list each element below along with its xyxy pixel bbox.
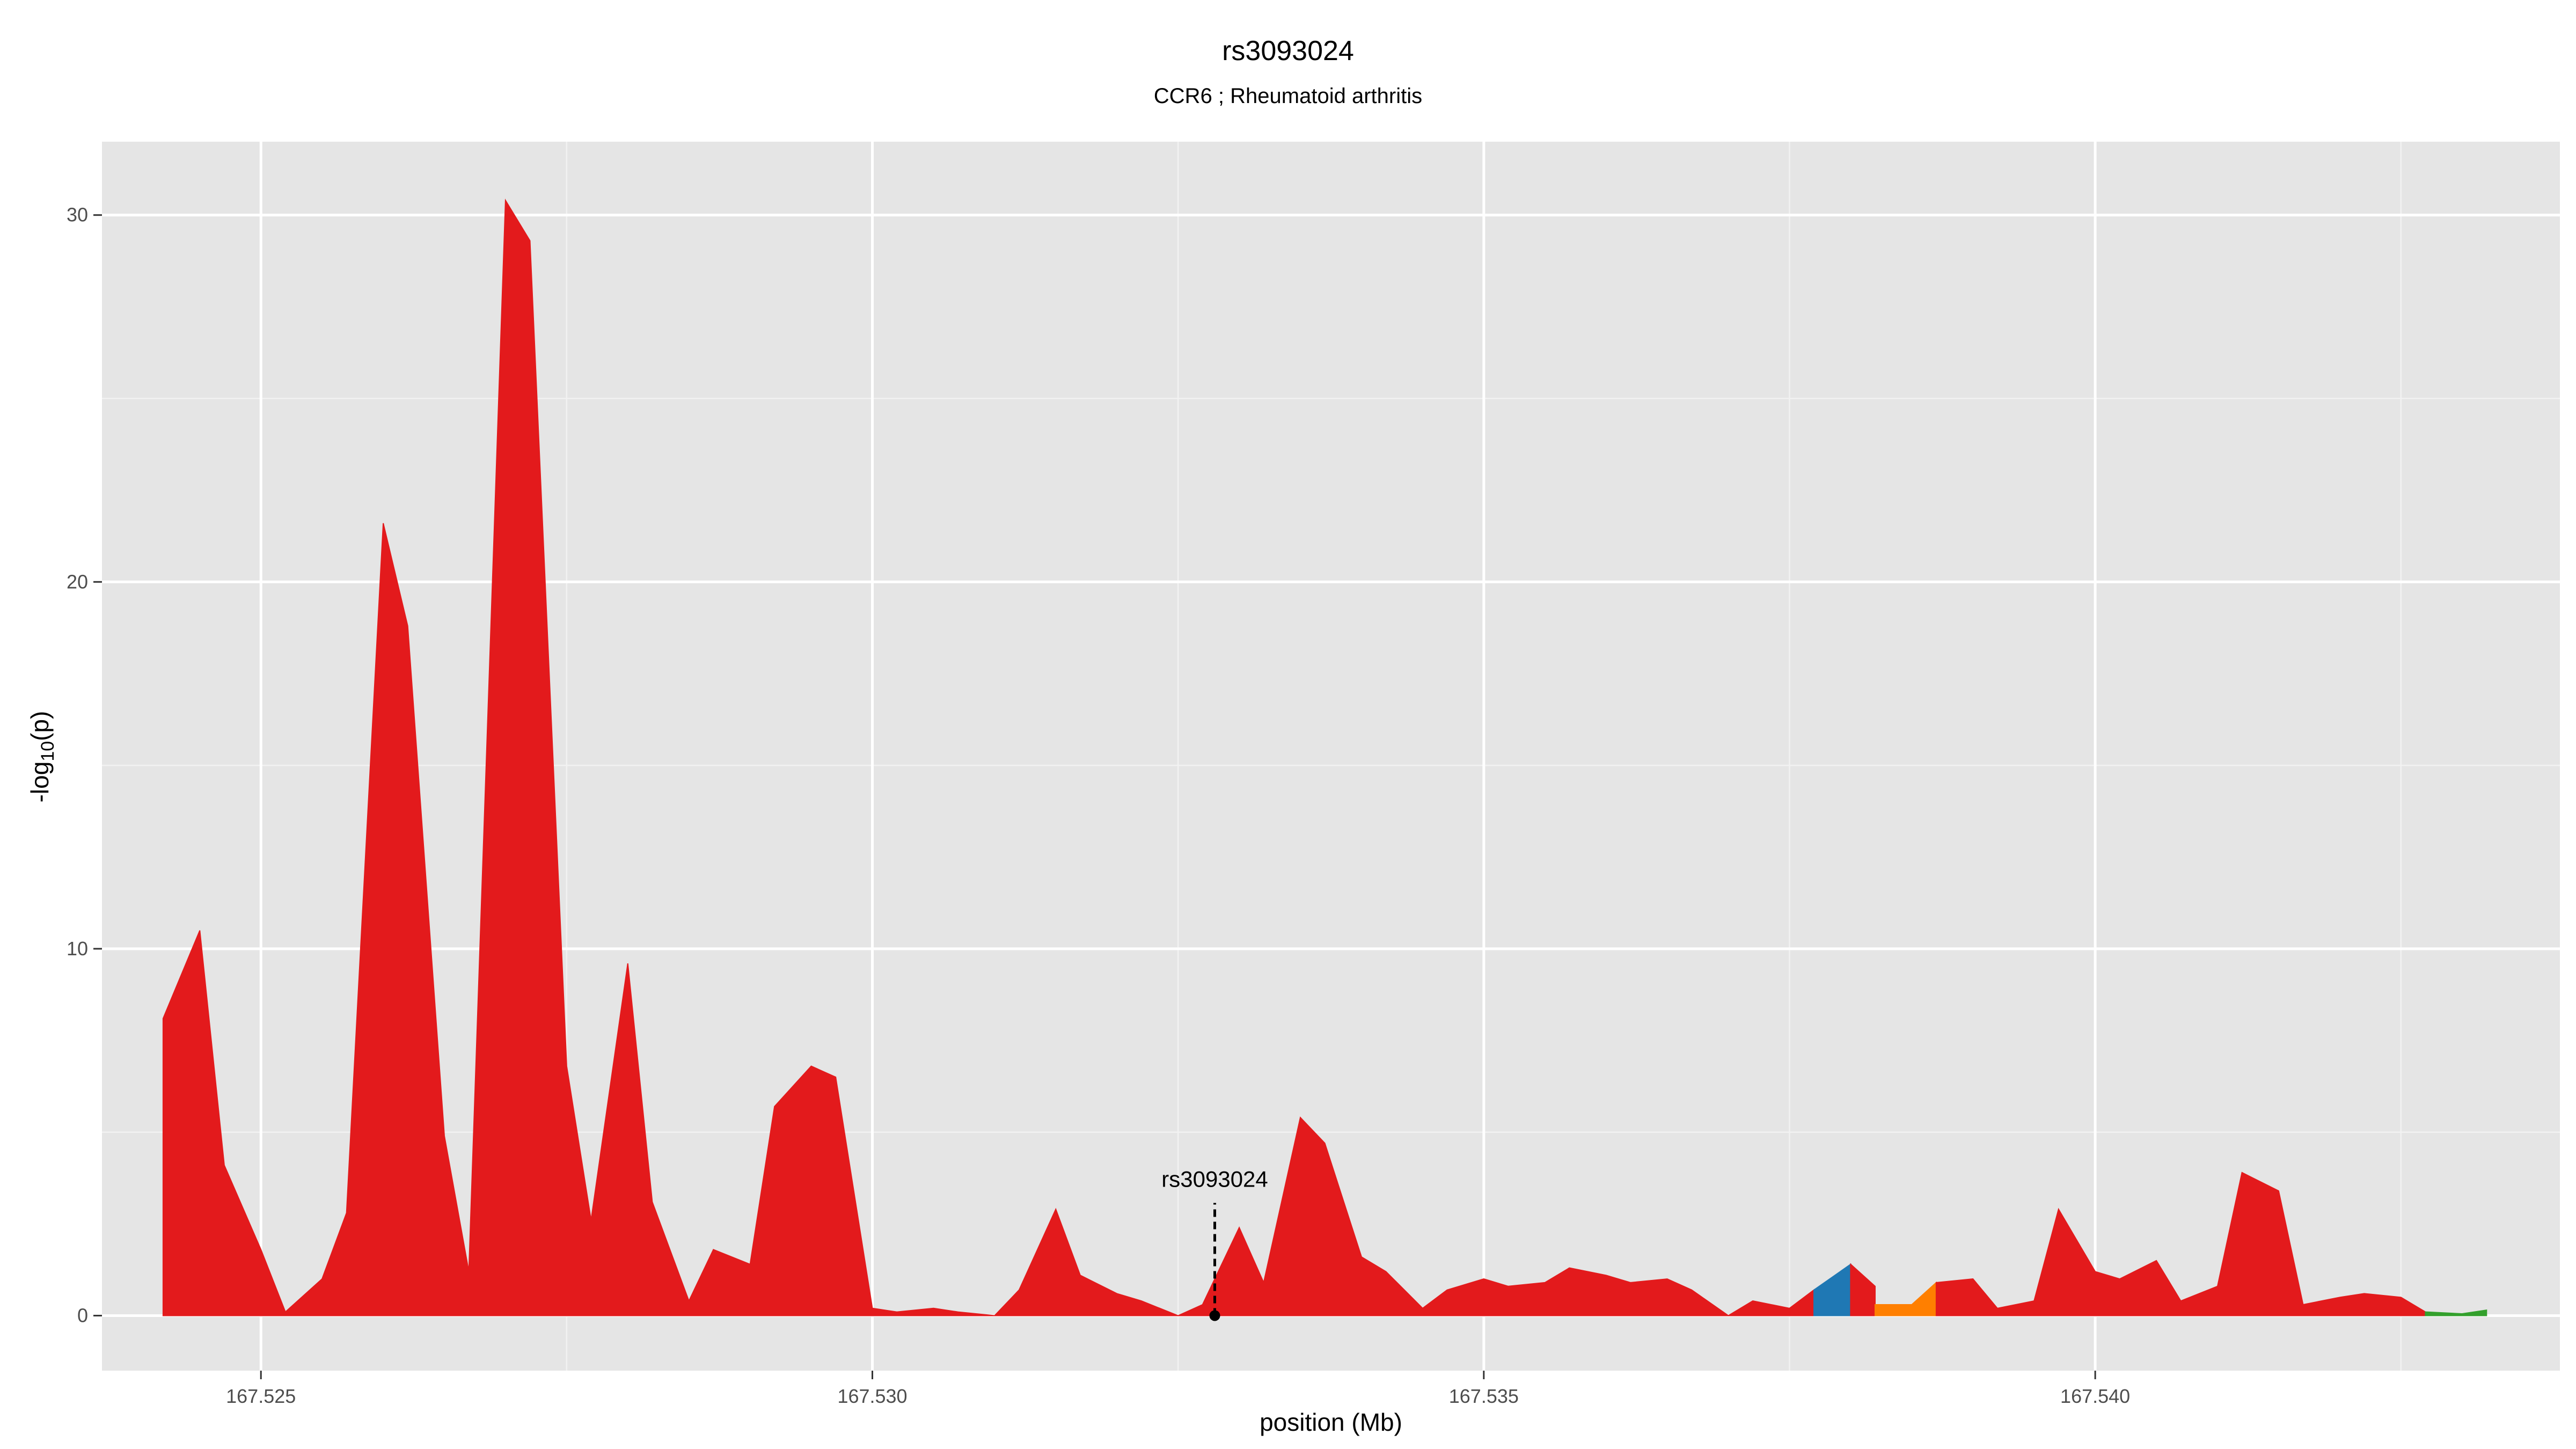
annotation-label: rs3093024 bbox=[1161, 1166, 1268, 1191]
axes: 0 10 20 30 167.525 167.530 167.535 167.540 bbox=[67, 204, 2130, 1407]
area-segment-2 bbox=[1850, 1263, 1876, 1316]
area-segment-4 bbox=[1935, 1172, 2426, 1316]
x-tick-label: 167.540 bbox=[2060, 1385, 2130, 1407]
area-series bbox=[162, 199, 2487, 1316]
area-segment-0 bbox=[162, 199, 1814, 1316]
y-tick-label: 30 bbox=[67, 204, 88, 226]
y-tick-label: 10 bbox=[67, 938, 88, 960]
annotation-point bbox=[1209, 1310, 1220, 1321]
x-tick-label: 167.525 bbox=[226, 1385, 296, 1407]
x-axis-title: position (Mb) bbox=[1260, 1408, 1402, 1436]
area-segment-5 bbox=[2425, 1309, 2487, 1316]
area-segment-3 bbox=[1875, 1281, 1937, 1316]
y-axis-title-main: -log bbox=[26, 762, 54, 803]
y-axis-title: -log10(p) bbox=[26, 711, 58, 803]
chart-title: rs3093024 bbox=[1222, 35, 1354, 67]
y-axis-title-tail: (p) bbox=[26, 711, 54, 741]
y-tick-label: 20 bbox=[67, 570, 88, 592]
chart-subtitle: CCR6 ; Rheumatoid arthritis bbox=[1154, 84, 1422, 108]
y-axis-title-subscript: 10 bbox=[38, 741, 58, 762]
y-tick-label: 0 bbox=[77, 1304, 88, 1326]
annotation: rs3093024 bbox=[1161, 1166, 1268, 1321]
x-tick-label: 167.530 bbox=[837, 1385, 907, 1407]
x-tick-label: 167.535 bbox=[1449, 1385, 1519, 1407]
